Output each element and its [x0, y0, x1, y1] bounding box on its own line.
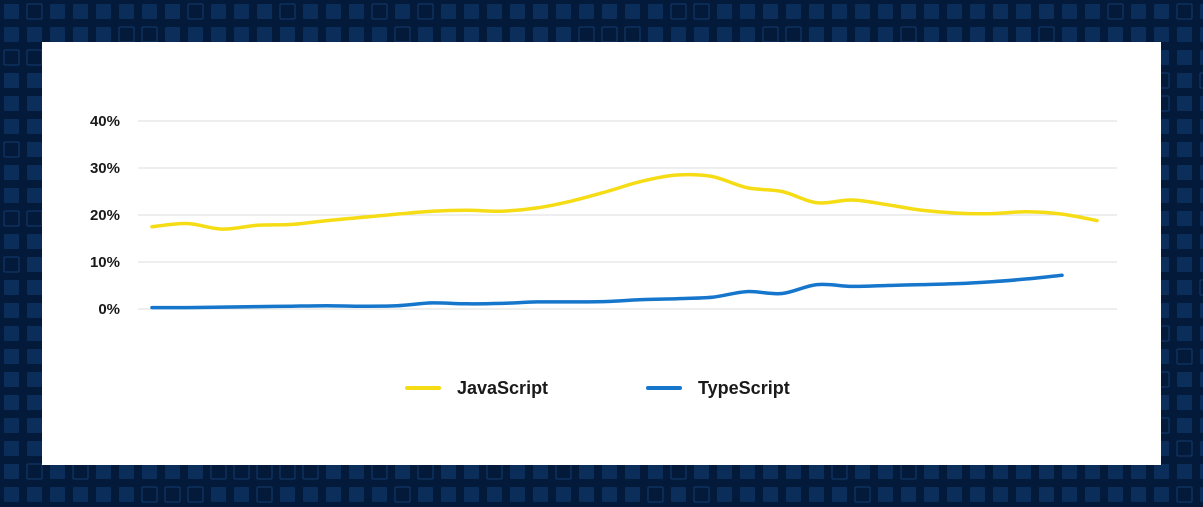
y-tick-label: 20% [90, 207, 120, 224]
y-tick-label: 10% [90, 254, 120, 271]
legend-item-javascript: JavaScript [405, 377, 548, 399]
legend-swatch-javascript [405, 386, 441, 390]
legend-label-javascript: JavaScript [457, 377, 549, 398]
y-tick-label: 40% [90, 113, 120, 130]
legend-label-typescript: TypeScript [698, 377, 790, 398]
y-tick-label: 30% [90, 160, 120, 177]
legend-swatch-typescript [646, 386, 682, 390]
series-line-javascript [150, 172, 1099, 231]
y-tick-label: 0% [98, 301, 120, 318]
legend-item-typescript: TypeScript [646, 377, 790, 399]
line-chart: 0% 10% 20% 30% 40% [90, 113, 1117, 318]
series-line-typescript [150, 273, 1064, 310]
chart-card: 0% 10% 20% 30% 40% JavaScript TypeScript [42, 42, 1161, 465]
